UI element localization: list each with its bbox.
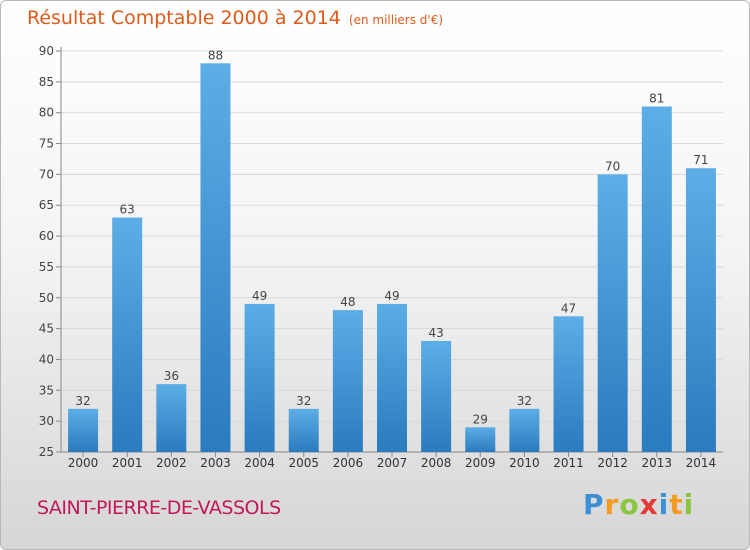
x-tick-label-2013: 2013 bbox=[642, 456, 673, 470]
bar-2004 bbox=[244, 303, 275, 452]
x-tick-label-2004: 2004 bbox=[244, 456, 275, 470]
y-tick-label: 50 bbox=[39, 291, 54, 305]
data-label-2011: 47 bbox=[561, 301, 576, 315]
x-tick-label-2014: 2014 bbox=[686, 456, 717, 470]
y-tick-label: 45 bbox=[39, 322, 54, 336]
bar-2007 bbox=[377, 303, 407, 452]
bar-2006 bbox=[332, 310, 363, 452]
bar-2014 bbox=[685, 168, 716, 452]
x-tick-label-2000: 2000 bbox=[68, 456, 99, 470]
data-label-2004: 49 bbox=[252, 289, 267, 303]
bar-2008 bbox=[421, 340, 452, 452]
y-tick-label: 90 bbox=[39, 44, 54, 58]
logo-letter: r bbox=[604, 488, 620, 521]
y-tick-label: 30 bbox=[39, 414, 54, 428]
x-tick-label-2005: 2005 bbox=[288, 456, 319, 470]
y-tick-label: 70 bbox=[39, 167, 54, 181]
bar-2013 bbox=[641, 106, 672, 453]
commune-name: SAINT-PIERRE-DE-VASSOLS bbox=[37, 497, 281, 519]
x-tick-label-2007: 2007 bbox=[377, 456, 408, 470]
x-tick-label-2009: 2009 bbox=[465, 456, 496, 470]
y-tick-label: 75 bbox=[39, 137, 54, 151]
logo-letter: P bbox=[583, 488, 605, 521]
logo-letter: i bbox=[683, 488, 695, 521]
logo-letter: o bbox=[619, 488, 640, 521]
chart-title-text: Résultat Comptable 2000 à 2014 bbox=[27, 7, 341, 29]
proxiti-logo: Proxiti bbox=[583, 488, 694, 521]
x-tick-label-2012: 2012 bbox=[597, 456, 628, 470]
logo-letter: x bbox=[639, 488, 659, 521]
x-tick-label-2011: 2011 bbox=[553, 456, 584, 470]
data-label-2000: 32 bbox=[75, 394, 90, 408]
data-label-2008: 43 bbox=[428, 326, 443, 340]
bar-2003 bbox=[200, 63, 231, 452]
y-tick-label: 60 bbox=[39, 229, 54, 243]
bar-2010 bbox=[509, 408, 540, 452]
data-label-2002: 36 bbox=[164, 369, 179, 383]
chart-title: Résultat Comptable 2000 à 2014 (en millie… bbox=[27, 7, 443, 29]
bar-2009 bbox=[465, 427, 496, 452]
y-tick-label: 40 bbox=[39, 352, 54, 366]
logo-letter: t bbox=[669, 488, 684, 521]
data-label-2006: 48 bbox=[340, 295, 355, 309]
bar-2002 bbox=[156, 384, 187, 452]
y-tick-label: 25 bbox=[39, 445, 54, 459]
bar-2011 bbox=[553, 316, 584, 452]
bar-2001 bbox=[112, 217, 143, 452]
data-label-2013: 81 bbox=[649, 92, 664, 106]
chart-unit-label: (en milliers d'€) bbox=[348, 13, 444, 27]
data-label-2010: 32 bbox=[517, 394, 532, 408]
y-tick-label: 85 bbox=[39, 75, 54, 89]
data-label-2012: 70 bbox=[605, 159, 620, 173]
x-tick-label-2010: 2010 bbox=[509, 456, 540, 470]
data-label-2007: 49 bbox=[384, 289, 399, 303]
data-label-2005: 32 bbox=[296, 394, 311, 408]
y-tick-label: 80 bbox=[39, 106, 54, 120]
bar-2005 bbox=[288, 408, 319, 452]
x-tick-label-2003: 2003 bbox=[200, 456, 231, 470]
x-tick-label-2006: 2006 bbox=[333, 456, 364, 470]
x-tick-label-2008: 2008 bbox=[421, 456, 452, 470]
y-tick-label: 35 bbox=[39, 383, 54, 397]
data-label-2003: 88 bbox=[208, 48, 223, 62]
x-tick-label-2001: 2001 bbox=[112, 456, 143, 470]
x-tick-label-2002: 2002 bbox=[156, 456, 187, 470]
y-tick-label: 55 bbox=[39, 260, 54, 274]
data-label-2001: 63 bbox=[120, 203, 135, 217]
bar-2012 bbox=[597, 174, 628, 452]
bar-2000 bbox=[68, 408, 99, 452]
logo-letter: i bbox=[658, 488, 670, 521]
data-label-2009: 29 bbox=[473, 412, 488, 426]
y-tick-label: 65 bbox=[39, 198, 54, 212]
data-label-2014: 71 bbox=[693, 153, 708, 167]
